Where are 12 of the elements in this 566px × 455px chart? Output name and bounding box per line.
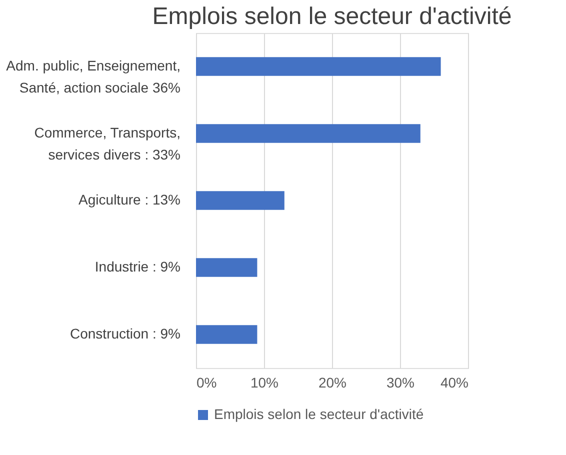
y-tick-label: Industrie : 9%: [94, 258, 180, 274]
x-tick-label: 30%: [386, 374, 415, 390]
y-tick-label: Commerce, Transports, services divers : 33%: [34, 124, 180, 162]
x-tick-label: 0%: [196, 374, 217, 390]
y-tick-label: Construction : 9%: [70, 326, 180, 342]
y-tick-label: Adm. public, Enseignement, Santé, action sociale 36%: [6, 58, 180, 96]
x-tick-label: 40%: [440, 374, 468, 390]
x-tick-label: 10%: [250, 374, 279, 390]
x-tick-label: 20%: [318, 374, 347, 390]
chart-title: Emplois selon le secteur d'activité: [152, 3, 512, 30]
y-tick-label: Agiculture : 13%: [78, 192, 180, 208]
legend-label: Emplois selon le secteur d'activité: [214, 406, 424, 422]
